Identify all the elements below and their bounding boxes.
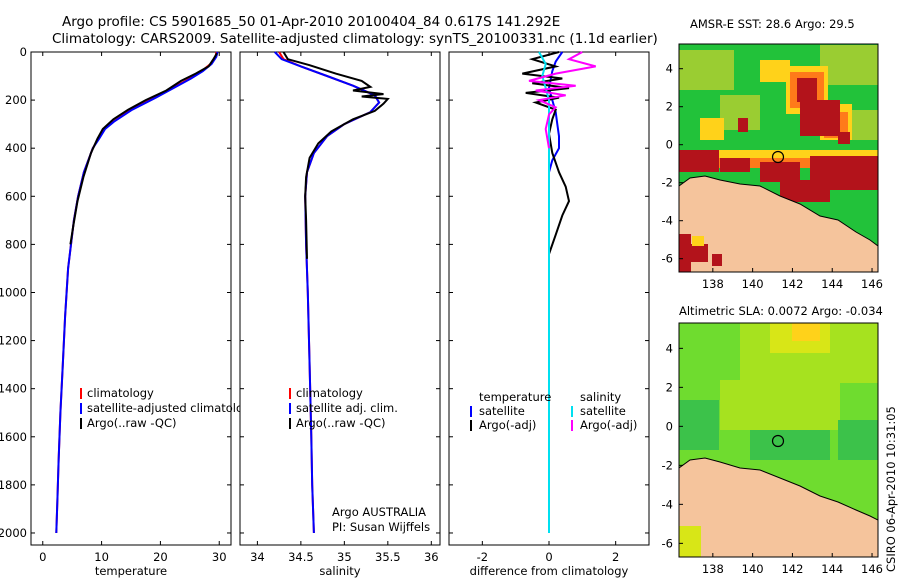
sst-map-xtick-label: 140: [742, 277, 764, 291]
salinity-xtick-label: 35.5: [375, 550, 401, 564]
salinity-series-2: [282, 51, 390, 259]
temperature-xlabel: temperature: [95, 564, 167, 578]
sst-map-xtick-label: 146: [861, 277, 883, 291]
temperature-legend-entry: Argo(..raw -QC): [87, 416, 177, 430]
sla-map-title: Altimetric SLA: 0.0072 Argo: -0.034: [679, 304, 883, 318]
salinity-plot-area: [239, 51, 441, 546]
sla-map-image: [679, 323, 878, 557]
sla-map-ytick-label: 2: [666, 380, 673, 394]
salinity-xtick-label: 36: [424, 550, 439, 564]
sst-map-ytick-label: 4: [666, 62, 673, 76]
sst-map-image: [679, 44, 878, 272]
depth-tick-label: 200: [5, 93, 27, 107]
salinity-annotation: PI: Susan Wijffels: [332, 520, 430, 534]
temperature-xtick-label: 20: [153, 550, 168, 564]
difference-legend-entry: satellite: [580, 404, 626, 418]
difference-xtick-label: -2: [477, 550, 488, 564]
difference-series-1: [522, 51, 571, 255]
sla-map-ytick-label: -4: [662, 497, 673, 511]
difference-legend-entry: Argo(-adj): [479, 418, 536, 432]
salinity-xtick-label: 34: [250, 550, 265, 564]
sla-map-ytick-label: 4: [666, 341, 673, 355]
salinity-xlabel: salinity: [319, 564, 360, 578]
temperature-xtick-label: 30: [212, 550, 227, 564]
sla-map-ytick-label: -2: [662, 458, 673, 472]
salinity-annotation: Argo AUSTRALIA: [332, 505, 426, 519]
temperature-xtick-label: 10: [94, 550, 109, 564]
timestamp-side-label: CSIRO 06-Apr-2010 10:31:05: [884, 406, 898, 572]
difference-xtick-label: 2: [612, 550, 619, 564]
sla-map-xtick-label: 142: [781, 562, 803, 576]
depth-tick-label: 0: [20, 45, 27, 59]
difference-legend-entry: salinity: [580, 390, 621, 404]
temperature-panel: 0 10 20 30 0 200 400 600 800 1000 1200 1400 1600 1800…: [0, 45, 257, 578]
temperature-xtick-label: 0: [39, 550, 46, 564]
difference-legend-entry: satellite: [479, 404, 525, 418]
salinity-xtick-label: 35: [337, 550, 352, 564]
difference-xtick-label: 0: [545, 550, 552, 564]
temperature-series-2: [69, 52, 218, 245]
temperature-plot-area: [30, 51, 232, 546]
sst-map-ytick-label: -4: [662, 214, 673, 228]
sst-map-ytick-label: 0: [666, 138, 673, 152]
sst-argo-location-marker: [771, 150, 785, 164]
sla-map-xtick-label: 146: [861, 562, 883, 576]
sst-map-ytick-label: -2: [662, 176, 673, 190]
depth-tick-label: 800: [5, 237, 27, 251]
sla-map-panel: Altimetric SLA: 0.0072 Argo: -0.034 138 1…: [662, 304, 883, 576]
temperature-legend-entry: climatology: [87, 386, 154, 400]
sst-map-ytick-label: -6: [662, 252, 673, 266]
header-line2: Climatology: CARS2009. Satellite-adjuste…: [52, 31, 658, 47]
sla-map-ytick-label: 0: [666, 419, 673, 433]
difference-series-3: [528, 51, 596, 149]
sla-map-xtick-label: 140: [742, 562, 764, 576]
depth-tick-label: 1800: [0, 478, 27, 492]
depth-tick-label: 1000: [0, 285, 27, 299]
difference-xlabel: difference from climatology: [470, 564, 629, 578]
salinity-legend-entry: satellite adj. clim.: [296, 401, 398, 415]
sla-argo-location-marker: [771, 434, 785, 448]
depth-tick-label: 2000: [0, 526, 27, 540]
depth-tick-label: 1200: [0, 334, 27, 348]
temperature-legend-entry: satellite-adjusted climatology: [87, 401, 257, 415]
header-line1: Argo profile: CS 5901685_50 01-Apr-2010 …: [62, 14, 560, 30]
depth-tick-label: 400: [5, 141, 27, 155]
depth-tick-label: 1600: [0, 430, 27, 444]
salinity-legend-entry: Argo(..raw -QC): [296, 416, 386, 430]
sst-map-title: AMSR-E SST: 28.6 Argo: 29.5: [690, 17, 855, 31]
sla-map-xtick-label: 144: [821, 562, 843, 576]
sst-map-panel: AMSR-E SST: 28.6 Argo: 29.5: [662, 17, 883, 291]
sst-map-xtick-label: 144: [821, 277, 843, 291]
difference-legend-entry: temperature: [479, 390, 551, 404]
sla-map-xtick-label: 138: [702, 562, 724, 576]
sst-map-xtick-label: 142: [781, 277, 803, 291]
sla-map-ytick-label: -6: [662, 536, 673, 550]
difference-legend-entry: Argo(-adj): [580, 418, 637, 432]
sst-map-xtick-label: 138: [702, 277, 724, 291]
sst-map-ytick-label: 2: [666, 100, 673, 114]
salinity-panel: 34 34.5 35 35.5 36 salinity climatologysatelli…: [239, 51, 441, 578]
depth-tick-label: 600: [5, 189, 27, 203]
depth-tick-label: 1400: [0, 382, 27, 396]
salinity-legend-entry: climatology: [296, 386, 363, 400]
salinity-xtick-label: 34.5: [288, 550, 314, 564]
